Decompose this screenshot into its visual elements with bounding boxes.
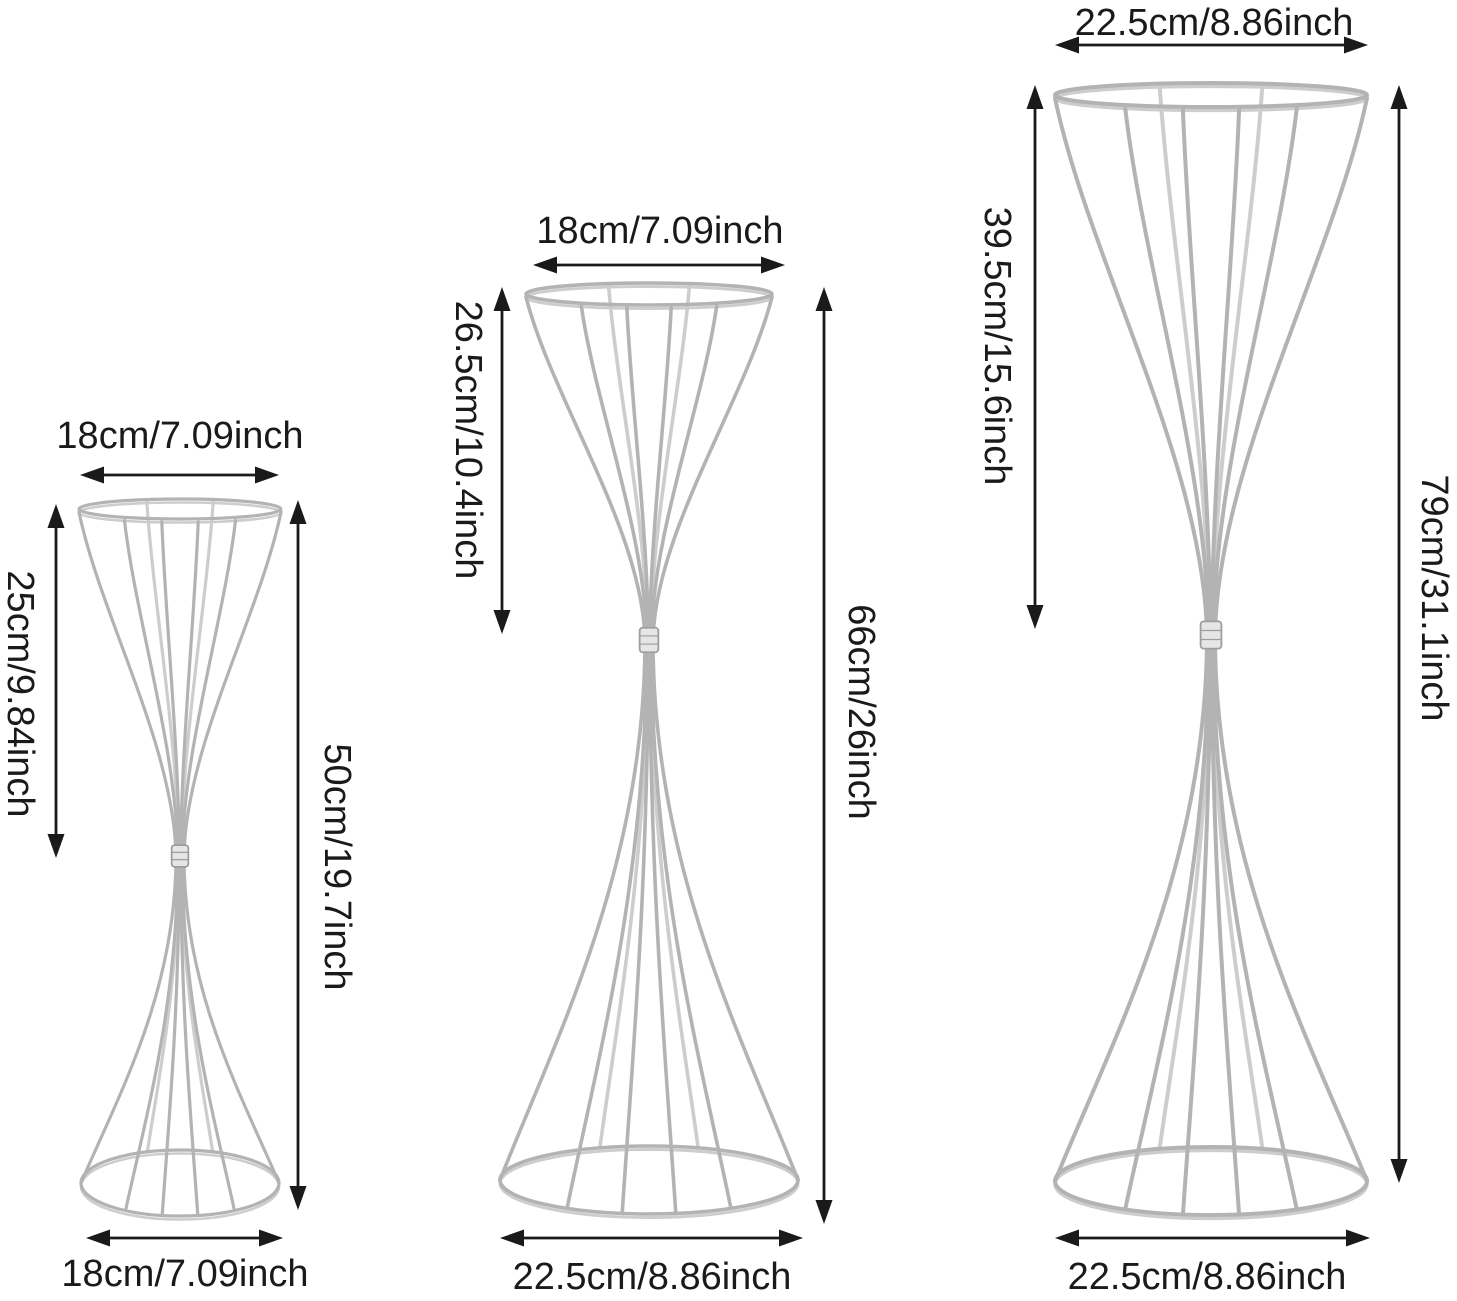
dim-arrow-base-width-small <box>86 1229 283 1247</box>
dim-arrow-upper-height-small <box>47 504 65 858</box>
stand-wireframe-large <box>1053 81 1369 1221</box>
dim-label-upper-height-medium: 26.5cm/10.4inch <box>446 300 489 580</box>
dim-arrow-base-width-large <box>1055 1229 1370 1247</box>
dim-arrow-total-height-medium <box>815 287 833 1224</box>
dim-arrow-top-width-large <box>1055 36 1368 54</box>
dim-label-upper-height-small: 25cm/9.84inch <box>0 570 41 818</box>
waist-collar-small <box>170 844 190 868</box>
waist-collar-medium <box>638 626 660 654</box>
dim-label-base-width-small: 18cm/7.09inch <box>61 1253 309 1296</box>
dim-label-top-width-small: 18cm/7.09inch <box>56 415 304 458</box>
stand-wireframe-small <box>77 497 283 1221</box>
dim-label-top-width-medium: 18cm/7.09inch <box>536 210 784 253</box>
dim-arrow-total-height-small <box>289 500 307 1210</box>
dim-label-top-width-large: 22.5cm/8.86inch <box>1074 2 1354 45</box>
dim-arrow-upper-height-large <box>1026 85 1044 629</box>
waist-collar-large <box>1199 620 1223 650</box>
dim-arrow-upper-height-medium <box>493 287 511 634</box>
dim-label-total-height-small: 50cm/19.7inch <box>315 743 358 991</box>
dim-label-total-height-large: 79cm/31.1inch <box>1412 474 1455 722</box>
dim-label-base-width-medium: 22.5cm/8.86inch <box>512 1256 792 1299</box>
dim-arrow-top-width-small <box>80 466 279 484</box>
dim-label-upper-height-large: 39.5cm/15.6inch <box>975 206 1018 486</box>
dim-label-total-height-medium: 66cm/26inch <box>839 604 882 820</box>
dim-arrow-base-width-medium <box>500 1229 803 1247</box>
dim-arrow-total-height-large <box>1390 85 1408 1183</box>
dim-label-base-width-large: 22.5cm/8.86inch <box>1067 1256 1347 1299</box>
dim-arrow-top-width-medium <box>533 256 785 274</box>
stand-wireframe-medium <box>498 281 800 1219</box>
